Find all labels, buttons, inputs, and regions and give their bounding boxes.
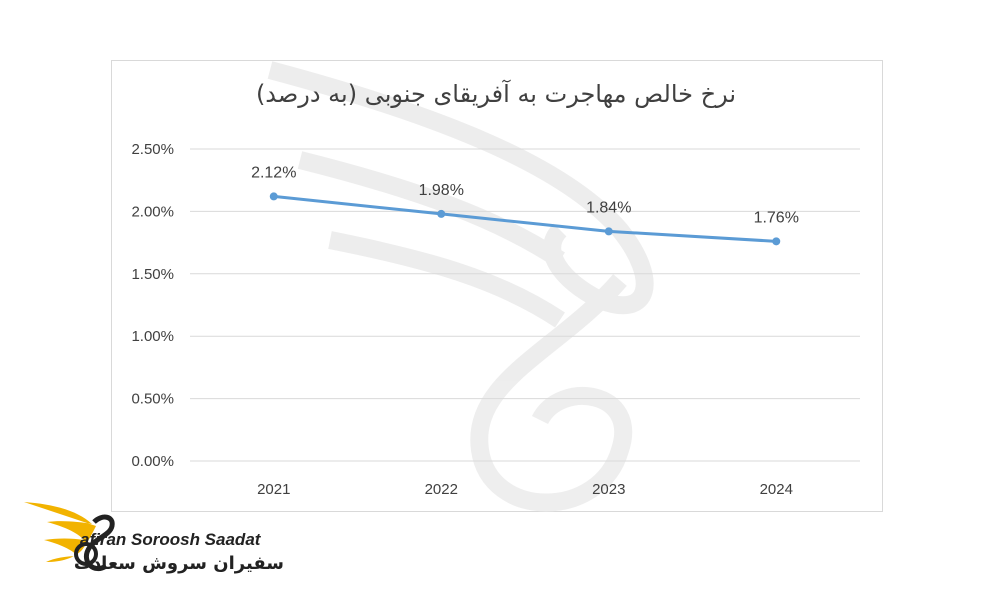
series-line [273,194,777,243]
logo-text-fa: سفیران سروش سعادت [73,553,284,574]
y-tick-label: 1.00% [131,328,174,345]
x-tick-label: 2024 [760,481,793,498]
logo-text-en: afiran Soroosh Saadat [80,530,261,549]
y-tick-label: 0.50% [131,391,174,408]
data-point [269,192,278,201]
data-point [437,209,446,218]
data-label: 1.84% [586,199,631,216]
y-tick-label: 0.00% [131,453,174,470]
data-point [604,227,613,236]
swan-wing-icon [24,502,115,572]
y-tick-label: 2.00% [131,203,174,220]
chart-title: نرخ خالص مهاجرت به آفریقای جنوبی (به درص… [255,80,737,108]
data-label: 1.76% [754,209,799,226]
data-point [772,237,781,246]
x-tick-label: 2023 [592,481,625,498]
x-tick-label: 2022 [425,481,458,498]
y-tick-label: 1.50% [131,266,174,283]
swan-watermark-icon [267,61,654,512]
y-tick-label: 2.50% [131,141,174,158]
x-tick-label: 2021 [257,481,290,498]
data-label: 1.98% [419,182,464,199]
data-label: 2.12% [251,164,296,181]
